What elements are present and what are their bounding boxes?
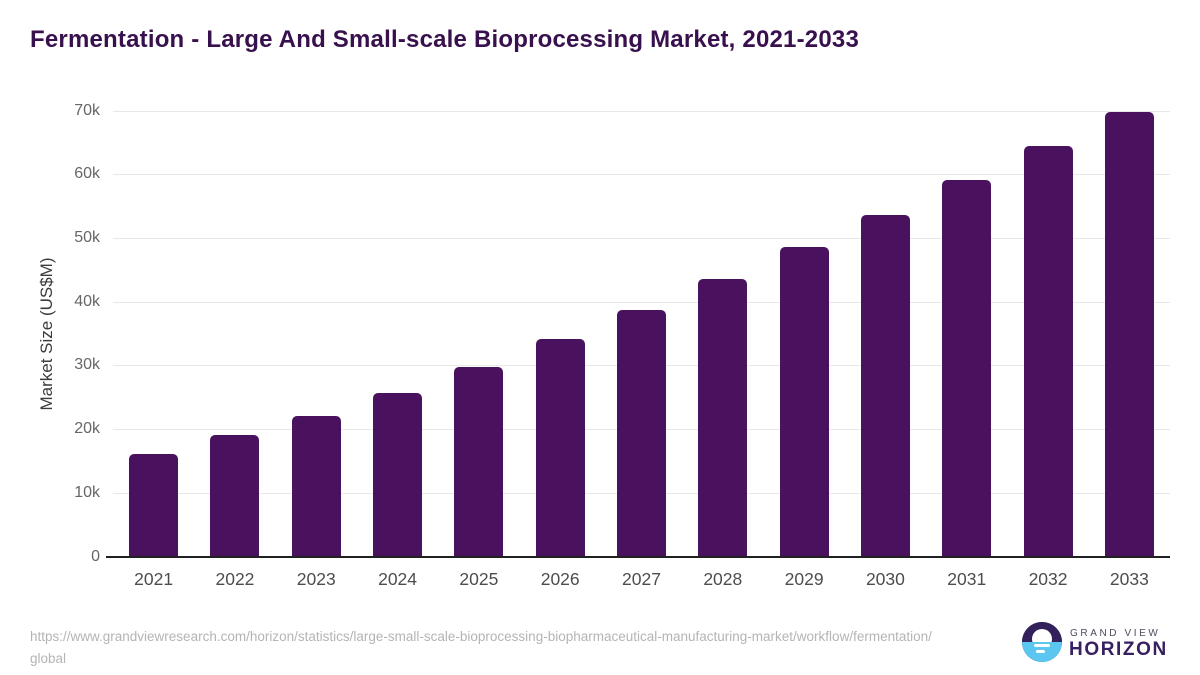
grand-view-horizon-logo: GRAND VIEW HORIZON [1022,622,1188,664]
bar-2029[interactable] [779,247,829,557]
y-tick-50k: 50k [74,228,100,246]
y-tick-30k: 30k [74,356,100,374]
x-tick-2025: 2025 [459,568,499,589]
bar-2031[interactable] [942,179,992,557]
bar-2033[interactable] [1104,111,1154,557]
x-tick-2032: 2032 [1028,568,1068,589]
gridline-60k [113,174,1170,176]
x-tick-2033: 2033 [1109,568,1149,589]
bar-2022[interactable] [210,435,260,557]
gridline-40k [113,301,1170,303]
x-tick-2022: 2022 [215,568,255,589]
y-axis-title: Market Size (US$M) [37,257,56,411]
source-url: https://www.grandviewresearch.com/horizo… [30,629,932,667]
gridline-70k [113,110,1170,112]
logo-brand-top: GRAND VIEW [1070,628,1161,639]
bar-2032[interactable] [1023,146,1073,557]
y-tick-60k: 60k [74,165,100,183]
bar-2030[interactable] [860,214,910,557]
y-tick-70k: 70k [74,101,100,119]
x-tick-2024: 2024 [378,568,418,589]
y-tick-0: 0 [91,547,100,565]
bar-2026[interactable] [535,339,585,557]
bar-2023[interactable] [291,415,341,557]
x-tick-2028: 2028 [703,568,743,589]
y-tick-10k: 10k [74,483,100,501]
chart-title: Fermentation - Large And Small-scale Bio… [30,26,859,53]
horizon-sun-icon [1022,622,1062,662]
x-axis-line [106,555,1170,558]
y-tick-20k: 20k [74,420,100,438]
x-tick-2027: 2027 [622,568,661,589]
logo-brand-bottom: HORIZON [1069,639,1168,660]
x-tick-2023: 2023 [296,568,336,589]
bar-2025[interactable] [454,367,504,557]
bar-2024[interactable] [373,392,423,557]
x-tick-2031: 2031 [947,568,987,589]
x-tick-2026: 2026 [540,568,580,589]
x-tick-2030: 2030 [865,568,905,589]
x-tick-2029: 2029 [784,568,824,589]
bar-2027[interactable] [617,309,666,557]
x-tick-2021: 2021 [134,568,174,589]
bar-2028[interactable] [698,279,748,557]
y-tick-40k: 40k [74,292,100,310]
gridline-50k [113,237,1170,239]
bar-2021[interactable] [129,453,179,557]
